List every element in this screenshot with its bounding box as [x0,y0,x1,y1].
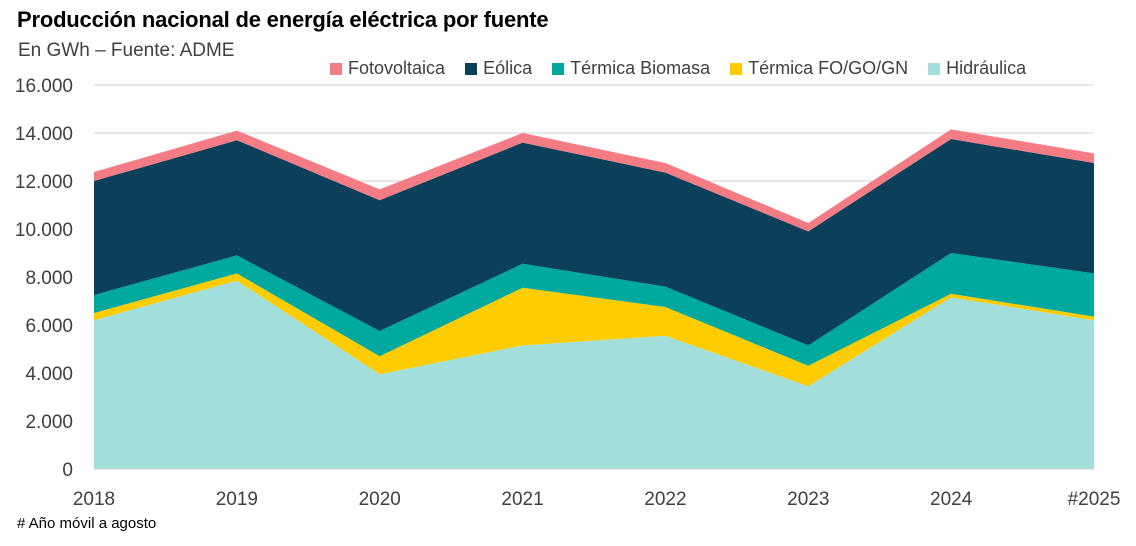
area-hidraulica [94,280,1094,469]
area-termica-biomasa [94,253,1094,366]
x-tick-label: #2025 [1068,489,1121,510]
x-tick-label: 2020 [359,489,401,510]
legend-swatch [465,62,478,75]
x-tick-label: 2018 [73,489,115,510]
legend-swatch [552,62,565,75]
y-tick-label: 6.000 [25,316,73,337]
legend-label: Eólica [483,58,533,78]
chart-subtitle: En GWh – Fuente: ADME [18,40,235,61]
x-tick-label: 2022 [644,489,686,510]
legend-label: Fotovoltaica [348,58,446,78]
legend-item-fotovoltaica: Fotovoltaica [330,58,445,79]
legend-item-termica-fo-go-gn: Térmica FO/GO/GN [730,58,908,79]
y-tick-label: 4.000 [25,364,73,385]
x-axis: 2018 2019 2020 2021 2022 2023 2024 #2025 [73,489,1121,510]
legend-label: Hidráulica [946,58,1027,78]
x-tick-label: 2019 [216,489,258,510]
y-tick-label: 12.000 [15,172,73,193]
y-tick-label: 2.000 [25,412,73,433]
y-tick-label: 16.000 [15,76,73,97]
x-tick-label: 2024 [930,489,973,510]
x-tick-label: 2023 [787,489,829,510]
legend-swatch [330,62,342,75]
y-tick-label: 8.000 [25,268,73,289]
footnote: # Año móvil a agosto [17,515,157,532]
y-tick-label: 14.000 [15,124,73,145]
legend-label: Térmica FO/GO/GN [748,58,909,78]
area-termica-fo-go-gn [94,273,1094,387]
legend-item-hidraulica: Hidráulica [928,58,1026,79]
legend-swatch [928,62,941,75]
x-tick-label: 2021 [501,489,543,510]
legend-item-eolica: Eólica [465,58,532,79]
legend-label: Térmica Biomasa [570,58,711,78]
area-fotovoltaica [94,129,1094,232]
y-axis: 0 2.000 4.000 6.000 8.000 10.000 12.000 14.000 1… [15,76,73,481]
legend-item-termica-biomasa: Térmica Biomasa [552,58,710,79]
y-tick-label: 10.000 [15,220,73,241]
chart-title: Producción nacional de energía eléctrica… [17,7,549,32]
legend-swatch [730,62,743,75]
legend: Fotovoltaica Eólica Térmica Biomasa Térmica… [330,58,1026,79]
area-eolica [94,139,1094,346]
y-tick-label: 0 [62,460,73,481]
stacked-areas [94,129,1094,470]
